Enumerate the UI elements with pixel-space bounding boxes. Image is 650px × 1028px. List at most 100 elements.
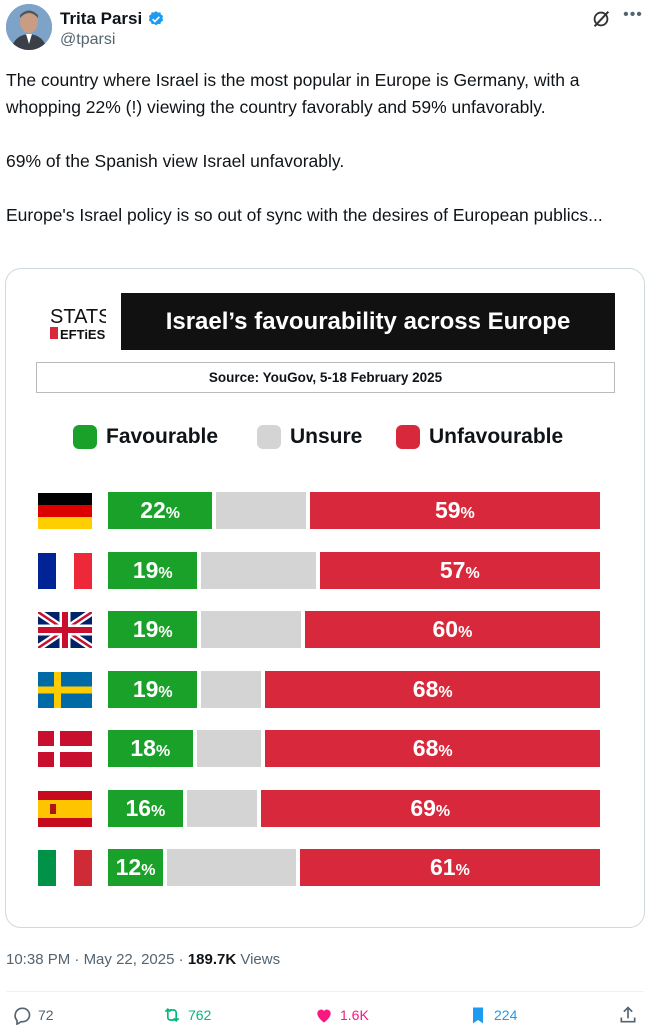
chart-row-italy: 12% 61% (38, 849, 608, 886)
data-label-value: 19 (132, 556, 159, 583)
unfavourable-swatch (396, 425, 420, 449)
chart-row-sweden: 19% 68% (38, 670, 608, 708)
tweet-text: The country where Israel is the most pop… (6, 70, 603, 225)
logo-bottom-text: EFTiES (60, 327, 106, 342)
bar-unsure-france (201, 551, 316, 589)
france-flag (38, 552, 92, 589)
bar-unfavourable-denmark: 68% (265, 730, 600, 767)
data-label-unit: % (455, 862, 470, 879)
bookmark-count: 224 (494, 1007, 518, 1023)
data-label-value: 68 (412, 735, 439, 761)
data-label-unit: % (460, 505, 475, 522)
data-label-unit: % (438, 743, 453, 760)
bar-unfavourable-spain: 69% (260, 789, 600, 827)
tweet-header: Trita Parsi @tparsi ••• (6, 4, 644, 50)
data-label-value: 16 (125, 794, 152, 821)
author-name-row[interactable]: Trita Parsi (60, 9, 165, 29)
reply-button[interactable]: 72 (12, 1005, 54, 1025)
bar-favourable-united-kingdom: 19% (108, 611, 198, 648)
spain-flag (38, 790, 92, 827)
tweet-date[interactable]: May 22, 2025 (83, 951, 175, 968)
verified-badge-icon (149, 11, 164, 26)
data-label-unit: % (158, 624, 173, 641)
legend-favourable: Favourable (73, 425, 218, 449)
repost-icon (164, 1007, 180, 1023)
uk-flag (38, 612, 92, 648)
data-label-value: 61 (430, 854, 456, 880)
data-label-unit: % (438, 683, 453, 701)
bar-unfavourable-germany: 59% (309, 492, 600, 529)
bar-unsure-spain (186, 789, 257, 827)
meta-separator: · (74, 951, 84, 968)
bar-favourable-italy: 12% (108, 849, 164, 886)
data-label-unit: % (458, 624, 473, 641)
chart-title: Israel’s favourability across Europe (121, 293, 615, 350)
like-button[interactable]: 1.6K (314, 1005, 369, 1025)
legend-label-unfavourable: Unfavourable (429, 425, 564, 448)
bookmark-icon (473, 1007, 483, 1024)
more-options-icon[interactable]: ••• (623, 6, 643, 23)
tweet-image[interactable]: STATS EFTiES Israel’s favourability acro… (5, 268, 645, 928)
reply-icon (14, 1007, 31, 1025)
favourable-swatch (73, 425, 97, 449)
tweet-meta: 10:38 PM · May 22, 2025 · 189.7K Views (6, 951, 280, 968)
bar-favourable-germany: 22% (108, 492, 213, 529)
tweet-actions: 72 762 1.6K 224 (0, 1005, 650, 1028)
bar-favourable-spain: 16% (108, 789, 183, 827)
tweet-time[interactable]: 10:38 PM (6, 951, 71, 968)
avatar-photo (6, 4, 52, 50)
bar-unfavourable-united-kingdom: 60% (304, 611, 600, 648)
bar-unsure-germany (216, 492, 306, 529)
chart-row-germany: 22% 59% (38, 492, 608, 529)
denmark-flag (38, 731, 92, 767)
unsure-swatch (257, 425, 281, 449)
data-label-value: 18 (130, 735, 156, 761)
bookmark-button[interactable]: 224 (468, 1005, 517, 1025)
bar-unsure-denmark (196, 730, 262, 767)
chart-legend: Favourable Unsure Unfavourable (6, 425, 644, 455)
chart-row-denmark: 18% 68% (38, 730, 608, 767)
chart-row-united-kingdom: 19% 60% (38, 611, 608, 648)
data-label-unit: % (141, 862, 156, 879)
data-label-value: 19 (132, 675, 159, 702)
data-label-unit: % (151, 802, 166, 820)
share-icon (620, 1006, 636, 1023)
bar-unsure-sweden (201, 670, 262, 708)
grok-icon[interactable] (590, 8, 612, 30)
avatar[interactable] (6, 4, 52, 50)
views-count: 189.7K (187, 951, 237, 968)
legend-unfavourable: Unfavourable (396, 425, 563, 449)
data-label-value: 12 (115, 854, 142, 880)
data-label-value: 60 (432, 616, 459, 642)
logo-top-text: STATS (50, 306, 106, 328)
data-label-unit: % (158, 564, 173, 582)
meta-separator: · (178, 951, 188, 968)
data-label-unit: % (435, 802, 451, 820)
data-label-value: 69 (410, 794, 436, 821)
data-label-value: 57 (439, 556, 466, 583)
data-label-unit: % (155, 743, 171, 760)
data-label-value: 19 (132, 616, 159, 642)
data-label-unit: % (465, 564, 480, 582)
bar-unfavourable-france: 57% (319, 551, 600, 589)
heart-icon (317, 1009, 331, 1023)
bar-unfavourable-sweden: 68% (265, 670, 600, 708)
legend-label-favourable: Favourable (106, 425, 219, 448)
legend-label-unsure: Unsure (290, 425, 363, 448)
chart-row-spain: 16% 69% (38, 789, 608, 827)
germany-flag (38, 493, 92, 529)
like-count: 1.6K (340, 1007, 369, 1023)
repost-button[interactable]: 762 (162, 1005, 211, 1025)
repost-count: 762 (188, 1007, 212, 1023)
data-label-value: 22 (140, 497, 166, 523)
bar-unsure-italy (167, 849, 296, 886)
bar-favourable-denmark: 18% (108, 730, 193, 767)
chart-row-france: 19% 57% (38, 551, 608, 589)
data-label-value: 68 (412, 675, 439, 702)
reply-count: 72 (38, 1007, 54, 1023)
bar-favourable-france: 19% (108, 551, 198, 589)
author-handle[interactable]: @tparsi (60, 31, 116, 48)
author-name[interactable]: Trita Parsi (60, 9, 143, 28)
bar-unfavourable-italy: 61% (299, 849, 600, 886)
share-button[interactable] (618, 1005, 638, 1025)
